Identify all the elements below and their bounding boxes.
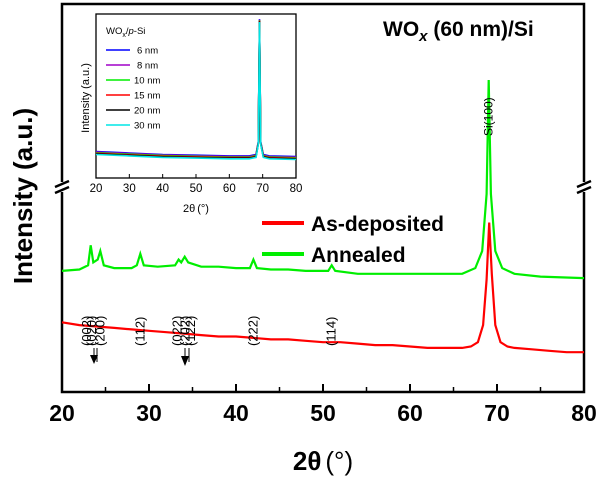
annotation-si100: Si(100) <box>482 97 496 136</box>
inset-x-tick-label-80: 80 <box>290 183 303 195</box>
inset-legend: 6 nm 8 nm 10 nm 15 nm 20 nm 30 nm <box>106 46 160 132</box>
annotation-112: (112) <box>132 317 147 346</box>
inset-legend-label: 10 nm <box>134 76 160 87</box>
x-tick-label-60: 60 <box>397 400 423 426</box>
inset-legend-item-30-nm: 30 nm <box>106 121 160 132</box>
inset-x-tick-label-60: 60 <box>223 183 236 195</box>
main-annotations: (002)(020)(200) (112) (022)(202)(122) (222)… <box>79 97 496 346</box>
annotation-arrow-202 <box>181 348 189 366</box>
inset-title: WOx/p-Si <box>106 26 145 39</box>
inset-legend-label: 8 nm <box>137 61 158 72</box>
main-title: WOx (60 nm)/Si <box>383 18 534 45</box>
inset-x-tick-label-40: 40 <box>156 183 169 195</box>
x-tick-label-20: 20 <box>49 400 75 426</box>
y-axis-break-right <box>576 179 592 195</box>
x-tick-label-80: 80 <box>571 400 597 426</box>
inset-legend-item-10-nm: 10 nm <box>106 76 160 87</box>
inset-legend-label: 30 nm <box>134 121 160 132</box>
inset-x-ticks: 20 30 40 50 60 70 80 <box>90 174 303 195</box>
x-tick-label-40: 40 <box>223 400 249 426</box>
inset-x-tick-label-70: 70 <box>256 183 269 195</box>
inset-legend-label: 15 nm <box>134 91 160 102</box>
inset-legend-label: 6 nm <box>137 46 158 57</box>
annotation-222: (222) <box>245 316 260 346</box>
series-line-as-deposited <box>61 222 584 354</box>
inset-chart: 20 30 40 50 60 70 80 WOx/p-Si 6 nm 8 nm 10 nm 15 … <box>80 13 303 215</box>
inset-x-tick-label-30: 30 <box>123 183 136 195</box>
y-axis-break-left <box>54 179 70 195</box>
inset-series-line-30-nm <box>95 21 297 161</box>
inset-legend-item-20-nm: 20 nm <box>106 106 160 117</box>
main-series-layer <box>61 79 585 354</box>
inset-x-tick-label-50: 50 <box>190 183 203 195</box>
inset-x-tick-label-20: 20 <box>90 183 103 195</box>
annotation-022: (022) <box>170 316 185 346</box>
inset-legend-item-15-nm: 15 nm <box>106 91 160 102</box>
annotation-114: (114) <box>324 317 339 346</box>
main-x-axis-label: 2θ (°) <box>293 446 353 476</box>
x-tick-label-30: 30 <box>136 400 162 426</box>
legend-label-annealed: Annealed <box>311 244 406 267</box>
inset-series-layer <box>95 19 297 161</box>
annotation-002: (002) <box>79 316 94 346</box>
inset-y-axis-label: Intensity (a.u.) <box>80 63 92 133</box>
main-y-axis-label: Intensity (a.u.) <box>8 108 38 284</box>
annotation-202: (202) <box>178 316 193 346</box>
inset-x-axis-label: 2θ (°) <box>183 203 209 215</box>
legend-label-as-deposited: As-deposited <box>311 213 444 236</box>
annotation-200: (200) <box>92 316 107 346</box>
annotation-122: (122) <box>183 316 198 346</box>
inset-legend-item-8-nm: 8 nm <box>106 61 158 72</box>
annotation-arrow-020 <box>90 348 98 364</box>
x-tick-label-50: 50 <box>310 400 336 426</box>
legend-item-annealed: Annealed <box>262 244 406 267</box>
main-legend: As-deposited Annealed <box>262 213 444 267</box>
inset-legend-label: 20 nm <box>134 106 160 117</box>
x-tick-label-70: 70 <box>484 400 510 426</box>
legend-item-as-deposited: As-deposited <box>262 213 444 236</box>
annotation-020: (020) <box>84 316 99 346</box>
inset-legend-item-6-nm: 6 nm <box>106 46 158 57</box>
main-x-ticks: 20 30 40 50 60 70 80 <box>49 384 597 426</box>
series-line-annealed <box>61 79 585 280</box>
